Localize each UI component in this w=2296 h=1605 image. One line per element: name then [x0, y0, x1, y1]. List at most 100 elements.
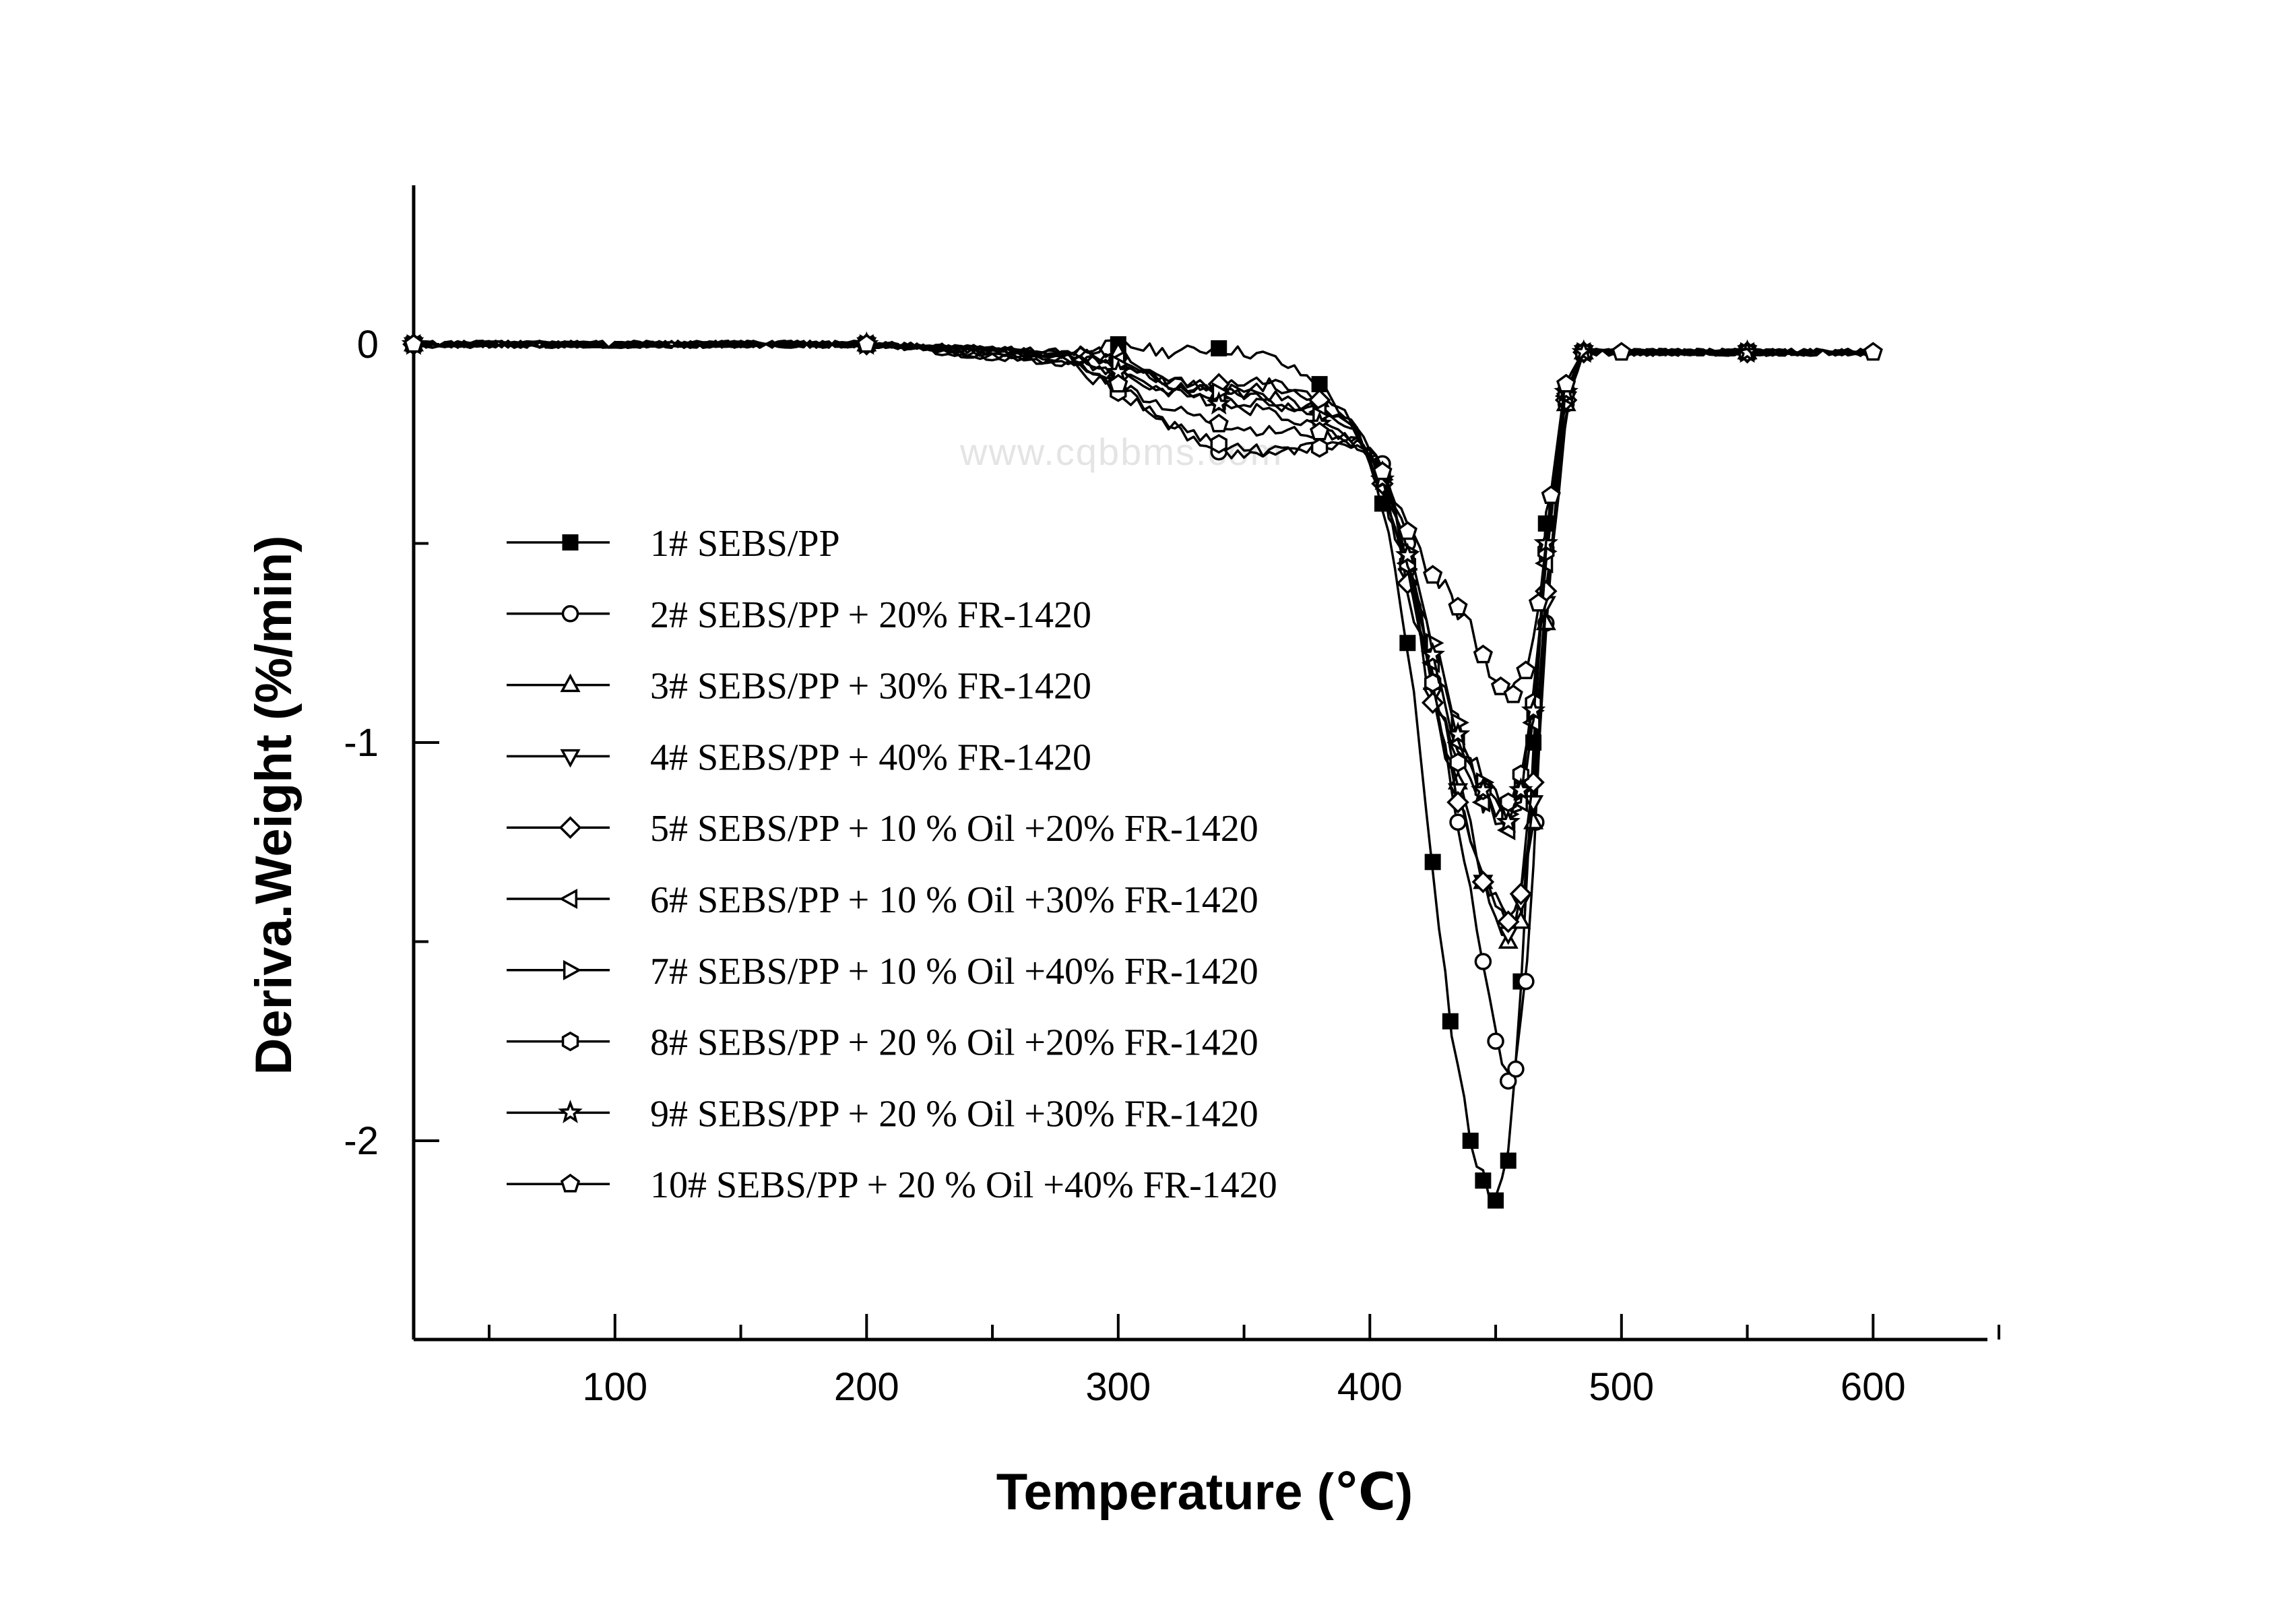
- series-markers: [403, 333, 1758, 949]
- legend: 1# SEBS/PP 2# SEBS/PP + 20% FR-1420 3# SEB…: [507, 523, 1277, 1206]
- x-tick-label: 100: [582, 1365, 647, 1409]
- series-line: [413, 339, 1874, 811]
- legend-label: 10# SEBS/PP + 20 % Oil +40% FR-1420: [650, 1164, 1277, 1206]
- data-point: [1442, 1013, 1459, 1030]
- axes: 100 200 300 400 500 600 0 -1 -2: [344, 185, 2001, 1409]
- x-tick-label: 200: [834, 1365, 899, 1409]
- data-point: [1528, 592, 1549, 612]
- y-tick-label: -2: [344, 1119, 379, 1163]
- legend-label: 6# SEBS/PP + 10 % Oil +30% FR-1420: [650, 879, 1258, 921]
- data-point: [1507, 1060, 1525, 1078]
- series-group: [404, 334, 1883, 703]
- data-point: [1206, 391, 1232, 415]
- data-point: [1399, 635, 1416, 652]
- legend-item: 2# SEBS/PP + 20% FR-1420: [507, 594, 1091, 636]
- legend-item: 10# SEBS/PP + 20 % Oil +40% FR-1420: [507, 1164, 1277, 1206]
- series-line: [413, 340, 1874, 829]
- data-point: [1490, 676, 1511, 695]
- series-line: [412, 340, 1874, 696]
- data-point: [559, 888, 578, 910]
- data-point: [1397, 521, 1417, 540]
- data-point: [1523, 811, 1544, 829]
- data-point: [558, 1100, 583, 1123]
- data-point: [1541, 485, 1561, 505]
- watermark-text: www.cqbbms.com: [959, 431, 1283, 473]
- legend-label: 4# SEBS/PP + 40% FR-1420: [650, 736, 1091, 778]
- data-point: [1445, 721, 1471, 745]
- y-axis-title: Deriva.Weight (%/min): [245, 536, 302, 1075]
- series-group: [406, 334, 1874, 825]
- data-point: [1612, 342, 1632, 361]
- data-point: [1424, 672, 1442, 693]
- legend-item: 8# SEBS/PP + 20 % Oil +20% FR-1420: [507, 1022, 1258, 1064]
- data-point: [1449, 752, 1467, 773]
- data-point: [1462, 1133, 1479, 1149]
- data-point: [1521, 697, 1546, 722]
- data-point: [1424, 854, 1441, 871]
- legend-label: 7# SEBS/PP + 10 % Oil +40% FR-1420: [650, 951, 1258, 993]
- data-point: [1423, 565, 1443, 584]
- x-tick-label: 300: [1085, 1365, 1151, 1409]
- data-point: [560, 1173, 581, 1193]
- data-point: [404, 334, 424, 353]
- data-point: [1863, 342, 1883, 361]
- data-point: [1420, 641, 1445, 666]
- data-point: [1488, 1192, 1504, 1209]
- data-point: [1474, 953, 1492, 970]
- series-line: [413, 340, 1874, 815]
- legend-item: 3# SEBS/PP + 30% FR-1420: [507, 666, 1091, 707]
- data-point: [1448, 596, 1468, 616]
- data-point: [1211, 340, 1227, 356]
- legend-label: 2# SEBS/PP + 20% FR-1420: [650, 594, 1091, 636]
- legend-item: 4# SEBS/PP + 40% FR-1420: [507, 736, 1091, 778]
- data-point: [560, 749, 581, 768]
- data-point: [1499, 1072, 1517, 1090]
- data-point: [1517, 972, 1535, 990]
- x-axis-title: Temperature (℃): [996, 1464, 1413, 1521]
- data-point: [1496, 910, 1520, 933]
- data-point: [1500, 1152, 1517, 1169]
- data-point: [1421, 691, 1444, 714]
- series-markers: [403, 337, 1758, 945]
- data-point: [1209, 413, 1229, 433]
- data-point: [1471, 871, 1495, 893]
- series-group: [403, 333, 1874, 949]
- data-point: [1516, 660, 1536, 680]
- x-tick-label: 400: [1337, 1365, 1403, 1409]
- legend-label: 1# SEBS/PP: [650, 523, 840, 565]
- data-point: [1473, 644, 1493, 664]
- legend-item: 7# SEBS/PP + 10 % Oil +40% FR-1420: [507, 951, 1258, 993]
- data-point: [1508, 777, 1533, 801]
- legend-label: 8# SEBS/PP + 20 % Oil +20% FR-1420: [650, 1022, 1258, 1064]
- y-tick-label: -1: [344, 721, 379, 765]
- series-group: [403, 337, 1874, 945]
- legend-item: 5# SEBS/PP + 10 % Oil +20% FR-1420: [507, 808, 1258, 850]
- legend-label: 9# SEBS/PP + 20 % Oil +30% FR-1420: [650, 1093, 1258, 1135]
- data-point: [1372, 461, 1393, 480]
- data-point: [1475, 1172, 1492, 1189]
- data-point: [1496, 809, 1521, 833]
- data-point: [856, 334, 876, 353]
- data-point: [1446, 790, 1469, 814]
- y-tick-label: 0: [357, 323, 379, 367]
- series-markers: [401, 331, 1760, 833]
- legend-label: 5# SEBS/PP + 10 % Oil +20% FR-1420: [650, 808, 1258, 850]
- data-point: [1503, 684, 1523, 703]
- legend-label: 3# SEBS/PP + 30% FR-1420: [650, 666, 1091, 707]
- data-point: [563, 959, 582, 980]
- data-point: [1210, 434, 1227, 454]
- data-point: [1471, 777, 1496, 801]
- data-point: [1556, 373, 1576, 393]
- legend-item: 9# SEBS/PP + 20 % Oil +30% FR-1420: [507, 1093, 1258, 1135]
- data-point: [1449, 813, 1467, 831]
- series-group: [405, 334, 1874, 813]
- data-point: [1108, 373, 1128, 393]
- data-point: [561, 1031, 579, 1052]
- series-group: [401, 331, 1874, 833]
- data-point: [562, 534, 579, 550]
- data-point: [1509, 882, 1533, 906]
- series-group: [402, 334, 1874, 841]
- x-tick-label: 500: [1589, 1365, 1654, 1409]
- data-point: [1309, 421, 1330, 441]
